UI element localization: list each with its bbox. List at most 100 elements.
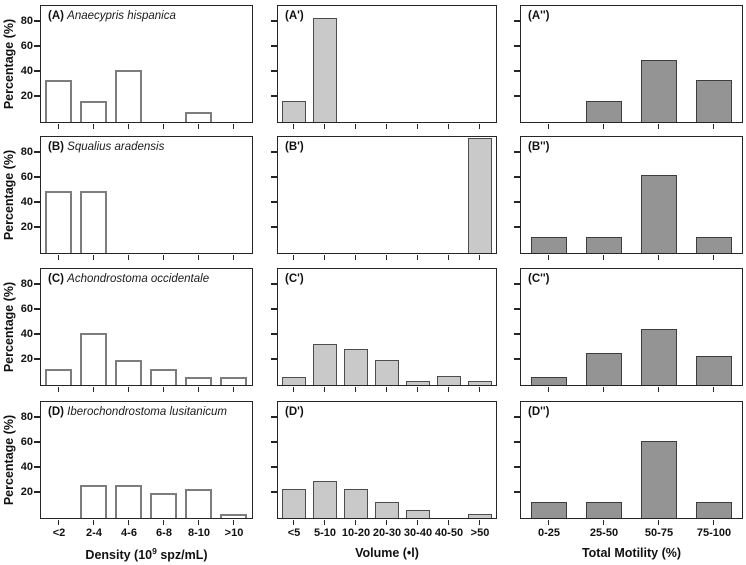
- y-tick-mark: [33, 283, 40, 285]
- panel-letter: (A'): [285, 10, 304, 22]
- bar-total-motility-25-50: [585, 101, 622, 122]
- y-tick-mark: [513, 151, 520, 153]
- bar-total-motility-50-75: [640, 59, 677, 122]
- bar-density-2: [45, 80, 72, 122]
- bar-volume-30-40: [405, 509, 430, 518]
- bar-density-4-6: [115, 69, 142, 122]
- y-tick-mark: [513, 176, 520, 178]
- y-tick-mark: [33, 95, 40, 97]
- panel-title: (C''): [528, 273, 549, 285]
- x-tick-label-30-40: 30-40: [403, 527, 433, 539]
- x-tick-mark: [385, 519, 388, 525]
- panel-a: (A) Anaecypris hispanica: [33, 5, 253, 129]
- bar-total-motility-0-25: [530, 237, 567, 253]
- x-tick-mark: [712, 123, 715, 129]
- x-axis-title-density: Density (109 spz/mL): [40, 546, 253, 562]
- bar-volume-20-30: [374, 501, 399, 518]
- y-tick-mark: [33, 176, 40, 178]
- x-tick-mark: [547, 123, 550, 129]
- y-tick-mark: [33, 70, 40, 72]
- x-tick-mark: [416, 519, 419, 525]
- y-tick-mark: [513, 491, 520, 493]
- bar-density-8-10: [185, 488, 212, 518]
- x-tick-mark: [232, 254, 235, 260]
- x-tick-mark: [323, 386, 326, 392]
- y-tick-mark: [33, 466, 40, 468]
- y-tick-mark: [33, 201, 40, 203]
- panel-a-p: (A'): [270, 5, 497, 129]
- y-tick-mark: [270, 358, 277, 360]
- bar-volume-10-20: [343, 348, 368, 385]
- y-tick-mark: [270, 308, 277, 310]
- y-tick-mark: [270, 441, 277, 443]
- x-tick-mark: [478, 386, 481, 392]
- y-tick-mark: [33, 416, 40, 418]
- axis-title-text: Total Motility (%): [581, 546, 682, 560]
- x-tick-mark: [162, 519, 165, 525]
- y-tick-mark: [33, 333, 40, 335]
- x-tick-mark: [478, 519, 481, 525]
- y-tick-label-80: 80: [20, 15, 33, 27]
- x-tick-mark: [547, 519, 550, 525]
- x-tick-mark: [354, 519, 357, 525]
- y-tick-label-80: 80: [20, 146, 33, 158]
- x-tick-mark: [92, 386, 95, 392]
- y-tick-mark: [270, 466, 277, 468]
- panel-letter: (C): [48, 273, 64, 285]
- bar-density-2-4: [80, 484, 107, 518]
- species-name: Anaecypris hispanica: [67, 10, 176, 22]
- x-tick-mark: [323, 123, 326, 129]
- y-tick-mark: [270, 20, 277, 22]
- y-tick-mark: [513, 358, 520, 360]
- bar-volume-50: [467, 514, 492, 518]
- x-axis-title-total-motility: Total Motility (%): [520, 546, 743, 560]
- x-tick-label-20-30: 20-30: [372, 527, 402, 539]
- x-tick-mark: [292, 519, 295, 525]
- y-tick-mark: [270, 70, 277, 72]
- y-tick-mark: [513, 95, 520, 97]
- x-tick-mark: [57, 123, 60, 129]
- x-tick-label-5: <5: [287, 527, 301, 539]
- x-tick-mark: [127, 254, 130, 260]
- x-tick-mark: [232, 519, 235, 525]
- bar-volume-30-40: [405, 381, 430, 385]
- bar-density-4-6: [115, 360, 142, 385]
- y-tick-mark: [270, 283, 277, 285]
- bar-total-motility-50-75: [640, 440, 677, 518]
- panel-b-pp: (B''): [513, 136, 743, 260]
- y-tick-mark: [33, 226, 40, 228]
- x-tick-mark: [354, 254, 357, 260]
- y-tick-label-60: 60: [20, 303, 33, 315]
- y-tick-mark: [513, 283, 520, 285]
- x-tick-label-2: <2: [52, 527, 66, 539]
- y-tick-label-20: 20: [20, 353, 33, 365]
- x-tick-mark: [92, 123, 95, 129]
- y-tick-mark: [33, 151, 40, 153]
- x-tick-mark: [354, 386, 357, 392]
- y-tick-label-40: 40: [20, 196, 33, 208]
- x-tick-label-0-25: 0-25: [537, 527, 561, 539]
- y-tick-label-60: 60: [20, 436, 33, 448]
- x-tick-mark: [323, 254, 326, 260]
- bar-total-motility-75-100: [695, 501, 732, 518]
- x-tick-label-5-10: 5-10: [313, 527, 337, 539]
- x-tick-mark: [478, 254, 481, 260]
- x-tick-mark: [127, 519, 130, 525]
- y-tick-mark: [270, 176, 277, 178]
- x-tick-mark: [602, 123, 605, 129]
- panel-letter: (B): [48, 141, 64, 153]
- y-tick-mark: [33, 308, 40, 310]
- y-tick-mark: [270, 95, 277, 97]
- panel-letter: (B'): [285, 141, 304, 153]
- x-tick-label-10-20: 10-20: [341, 527, 371, 539]
- x-tick-mark: [385, 386, 388, 392]
- x-tick-mark: [416, 386, 419, 392]
- panel-title: (B''): [528, 141, 549, 153]
- bar-density-2-4: [80, 101, 107, 122]
- panel-a-pp: (A''): [513, 5, 743, 129]
- x-tick-label-6-8: 6-8: [156, 527, 172, 539]
- x-tick-label-40-50: 40-50: [434, 527, 464, 539]
- x-tick-mark: [547, 386, 550, 392]
- x-tick-label-8-10: 8-10: [187, 527, 211, 539]
- y-tick-mark: [513, 45, 520, 47]
